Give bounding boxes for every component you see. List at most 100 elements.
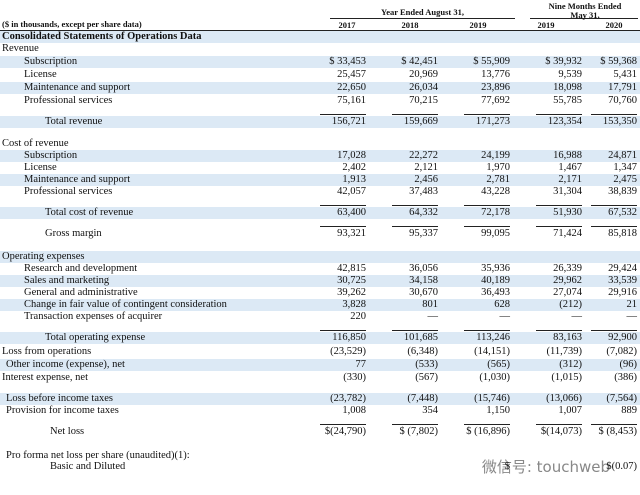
column-year: 2017 [338, 20, 356, 30]
cell: 31,304 [553, 186, 582, 197]
row-label: Research and development [24, 263, 138, 274]
cell: 171,273 [475, 116, 510, 127]
watermark: 微信号: touchweb [481, 458, 610, 476]
cell: 13,776 [481, 69, 510, 80]
total-rule [320, 226, 366, 227]
fiscal-year-heading: Year Ended August 31, [381, 7, 464, 17]
band [0, 82, 640, 94]
cell: (14,151) [474, 346, 510, 357]
column-year: 2019 [537, 20, 555, 30]
row-label: General and administrative [24, 287, 138, 298]
cell: 220 [350, 311, 366, 322]
cell: 1,007 [558, 405, 582, 416]
cell: $ 55,909 [473, 56, 510, 67]
row-label: Revenue [2, 43, 39, 54]
cell: 42,057 [337, 186, 366, 197]
row-label: Total cost of revenue [45, 207, 134, 218]
cell: 36,493 [481, 287, 510, 298]
row-label: Interest expense, net [2, 372, 89, 383]
row-label: Other income (expense), net [6, 359, 125, 370]
total-rule [320, 424, 366, 425]
total-rule [536, 205, 582, 206]
column-year: 2020 [605, 20, 623, 30]
band [0, 31, 640, 43]
cell: 77 [355, 359, 367, 370]
cell: 99,095 [481, 228, 510, 239]
cell: 40,189 [481, 275, 510, 286]
cell: (6,348) [407, 346, 438, 357]
cell: $ 42,451 [401, 56, 438, 67]
cell: 29,424 [608, 263, 637, 274]
cell: 24,871 [608, 150, 637, 161]
cell: 29,962 [553, 275, 582, 286]
cell: (23,782) [330, 393, 366, 404]
row-label: Change in fair value of contingent consi… [24, 299, 227, 310]
cell: 23,896 [481, 82, 510, 93]
cell: 55,785 [553, 95, 582, 106]
total-rule [591, 226, 637, 227]
cell: 1,467 [558, 162, 582, 173]
row-label: Pro forma net loss per share (unaudited)… [6, 450, 190, 461]
cell: 64,332 [409, 207, 438, 218]
cell: (533) [415, 359, 438, 370]
total-rule [392, 205, 438, 206]
cell: (7,448) [407, 393, 438, 404]
total-rule [320, 114, 366, 115]
cell: 113,246 [476, 332, 510, 343]
cell: 17,791 [608, 82, 637, 93]
row-label: Gross margin [45, 228, 102, 239]
cell: (15,746) [474, 393, 510, 404]
cell: 2,475 [613, 174, 637, 185]
total-rule [591, 330, 637, 331]
band [0, 275, 640, 287]
cell: 43,228 [481, 186, 510, 197]
cell: 21 [626, 299, 638, 310]
cell: $ 33,453 [329, 56, 366, 67]
heading-rule [330, 18, 515, 19]
band [0, 359, 640, 371]
total-rule [464, 205, 510, 206]
cell: 1,008 [342, 405, 366, 416]
nine-months-heading: May 31, [570, 10, 600, 20]
band [0, 299, 640, 311]
row-label: License [24, 69, 57, 80]
cell: 29,916 [608, 287, 637, 298]
cell: (7,082) [606, 346, 637, 357]
cell: (386) [614, 372, 637, 383]
cell: 30,670 [409, 287, 438, 298]
band [0, 251, 640, 263]
cell: 159,669 [403, 116, 438, 127]
cell: (567) [415, 372, 438, 383]
cell: (330) [343, 372, 366, 383]
nine-months-heading: Nine Months Ended [548, 1, 622, 11]
cell: 1,150 [486, 405, 510, 416]
cell: $ (7,802) [399, 426, 439, 437]
cell: 33,539 [608, 275, 637, 286]
total-rule [591, 114, 637, 115]
total-rule [536, 330, 582, 331]
cell: 37,483 [409, 186, 438, 197]
cell: 70,215 [409, 95, 438, 106]
row-label: Subscription [24, 56, 78, 67]
cell: 42,815 [337, 263, 366, 274]
band [0, 56, 640, 68]
cell: (1,030) [479, 372, 510, 383]
cell: 26,339 [553, 263, 582, 274]
cell: $(24,790) [324, 426, 366, 437]
cell: 22,650 [337, 82, 366, 93]
cell: 63,400 [337, 207, 366, 218]
column-year: 2019 [469, 20, 487, 30]
row-label: Maintenance and support [24, 174, 131, 185]
column-year: 2018 [401, 20, 419, 30]
cell: (13,066) [546, 393, 582, 404]
cell: 27,074 [553, 287, 582, 298]
cell: (1,015) [551, 372, 582, 383]
total-rule [536, 226, 582, 227]
row-label: Provision for income taxes [6, 405, 119, 416]
cell: 92,900 [608, 332, 637, 343]
cell: 75,161 [337, 95, 366, 106]
total-rule [392, 114, 438, 115]
band [0, 393, 640, 405]
cell: 1,913 [342, 174, 366, 185]
cell: 70,760 [608, 95, 637, 106]
